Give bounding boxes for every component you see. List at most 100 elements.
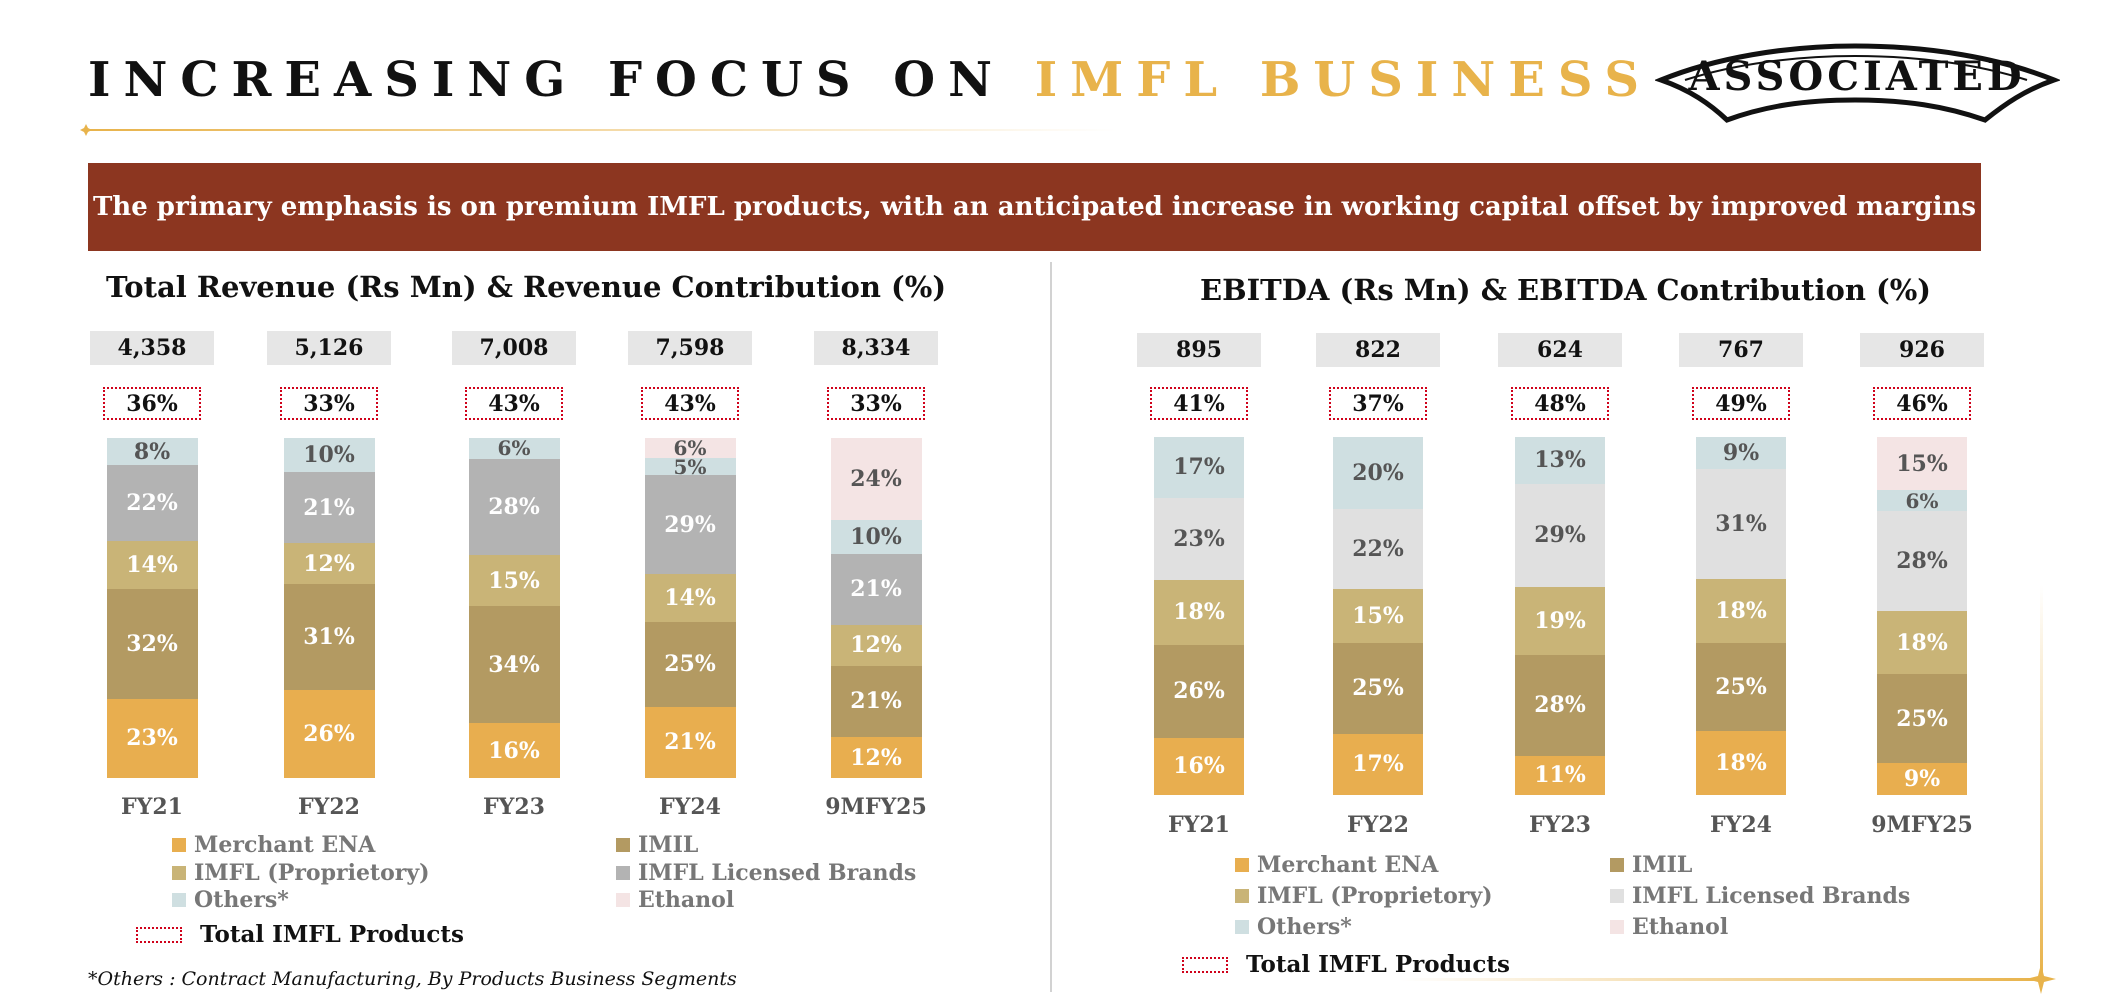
- bar-segment-imfl-licensed: 22%: [106, 465, 198, 542]
- bar-segment-others: 20%: [1333, 437, 1423, 510]
- frame-right-line: [2040, 585, 2043, 978]
- legend-item-imfl-proprietory: IMFL (Proprietory): [1235, 883, 1493, 909]
- total-imfl-pct-label: 43%: [641, 387, 739, 420]
- legend-label: Merchant ENA: [1257, 852, 1439, 878]
- bar-segment-others: 8%: [106, 438, 198, 466]
- x-axis-tick-label: FY21: [121, 794, 183, 820]
- bar-segment-imfl-proprietary: 18%: [1696, 578, 1786, 643]
- total-imfl-pct-label: 37%: [1329, 387, 1427, 420]
- bar-segment-merchant-ena: 26%: [283, 689, 375, 778]
- bar-segment-imfl-licensed-ebitda: 29%: [1515, 483, 1605, 588]
- total-imfl-pct-label: 43%: [465, 387, 563, 420]
- legend-item-imil: IMIL: [1610, 852, 1692, 878]
- bar-segment-others: 17%: [1154, 437, 1244, 498]
- bar-segment-others: 10%: [830, 519, 922, 554]
- bar-segment-others: 13%: [1515, 437, 1605, 484]
- legend-label: Ethanol: [1632, 914, 1729, 940]
- bar-segment-imfl-licensed: 28%: [468, 458, 560, 555]
- bar-segment-merchant-ena: 12%: [830, 737, 922, 778]
- x-axis-tick-label: 9MFY25: [1871, 812, 1973, 838]
- bar-segment-imfl-licensed-ebitda: 23%: [1154, 497, 1244, 581]
- logo-text: ASSOCIATED: [1687, 53, 2025, 100]
- bar-segment-others: 5%: [644, 455, 736, 479]
- legend-label: IMIL: [1632, 852, 1693, 878]
- bar-segment-imil: 25%: [1877, 674, 1967, 764]
- total-value-label: 767: [1679, 333, 1803, 367]
- bar-segment-others: 10%: [283, 438, 375, 472]
- legend-dotted-box: [1182, 956, 1228, 973]
- legend-swatch: [1610, 920, 1624, 934]
- revenue-chart-title: Total Revenue (Rs Mn) & Revenue Contribu…: [106, 270, 947, 304]
- legend-label: Merchant ENA: [194, 832, 376, 858]
- bar-segment-imfl-licensed-ebitda: 28%: [1877, 511, 1967, 611]
- total-value-label: 822: [1316, 333, 1440, 367]
- legend-label: IMFL (Proprietory): [194, 860, 430, 886]
- ebitda-chart-title: EBITDA (Rs Mn) & EBITDA Contribution (%): [1200, 273, 1932, 307]
- total-value-label: 5,126: [267, 331, 391, 365]
- bar-segment-imil: 34%: [468, 606, 560, 724]
- legend-item-merchant-ena: Merchant ENA: [172, 832, 375, 858]
- legend-item-total-imfl: Total IMFL Products: [1182, 951, 1510, 978]
- legend-label: Ethanol: [638, 887, 735, 913]
- key-message-banner: The primary emphasis is on premium IMFL …: [88, 163, 1981, 251]
- bar-segment-merchant-ena: 21%: [644, 706, 736, 778]
- bar-segment-imfl-licensed-ebitda: 22%: [1333, 509, 1423, 589]
- bar-segment-others: 6%: [1877, 489, 1967, 513]
- legend-label: Total IMFL Products: [200, 921, 464, 948]
- total-value-label: 926: [1860, 333, 1984, 367]
- bar-segment-imfl-proprietary: 15%: [468, 554, 560, 607]
- legend-dotted-box: [136, 926, 182, 943]
- legend-swatch: [172, 838, 186, 852]
- bar-segment-imil: 25%: [644, 621, 736, 707]
- total-imfl-pct-label: 36%: [103, 387, 201, 420]
- legend-item-imfl-licensed: IMFL Licensed Brands: [616, 860, 916, 886]
- bar-segment-ethanol: 6%: [644, 436, 736, 460]
- legend-label: Total IMFL Products: [1246, 951, 1510, 978]
- total-value-label: 895: [1137, 333, 1261, 367]
- legend-label: IMFL Licensed Brands: [1632, 883, 1911, 909]
- star-icon: [2026, 964, 2056, 994]
- total-value-label: 4,358: [90, 331, 214, 365]
- legend-swatch: [1235, 889, 1249, 903]
- legend-item-ethanol: Ethanol: [1610, 914, 1728, 940]
- total-imfl-pct-label: 33%: [280, 387, 378, 420]
- bar-segment-imfl-proprietary: 14%: [106, 541, 198, 590]
- legend-label: IMFL Licensed Brands: [638, 860, 917, 886]
- legend-swatch: [1235, 858, 1249, 872]
- bar-segment-imil: 28%: [1515, 655, 1605, 756]
- bar-segment-merchant-ena: 23%: [106, 699, 198, 778]
- legend-item-imfl-proprietory: IMFL (Proprietory): [172, 860, 430, 886]
- legend-item-others: Others*: [1235, 914, 1352, 940]
- legend-swatch: [616, 838, 630, 852]
- legend-item-imfl-licensed: IMFL Licensed Brands: [1610, 883, 1910, 909]
- legend-swatch: [1235, 920, 1249, 934]
- legend-item-others: Others*: [172, 887, 289, 913]
- bar-segment-imil: 25%: [1333, 643, 1423, 734]
- bar-segment-merchant-ena: 17%: [1333, 733, 1423, 795]
- bar-segment-imfl-licensed: 29%: [644, 475, 736, 574]
- legend-swatch: [172, 893, 186, 907]
- legend-label: IMIL: [638, 832, 699, 858]
- total-value-label: 8,334: [814, 331, 938, 365]
- legend-swatch: [1610, 858, 1624, 872]
- panel-divider: [1050, 262, 1052, 992]
- bar-segment-imfl-proprietary: 12%: [283, 543, 375, 585]
- x-axis-tick-label: FY23: [1529, 812, 1591, 838]
- x-axis-tick-label: FY24: [1710, 812, 1772, 838]
- banner-text: The primary emphasis is on premium IMFL …: [92, 192, 1977, 222]
- bar-segment-imil: 31%: [283, 584, 375, 690]
- x-axis-tick-label: FY24: [659, 794, 721, 820]
- total-value-label: 7,008: [452, 331, 576, 365]
- bar-segment-imfl-proprietary: 14%: [644, 574, 736, 622]
- page-title-part1: INCREASING FOCUS ON: [88, 52, 1005, 108]
- footnote: *Others : Contract Manufacturing, By Pro…: [88, 968, 737, 990]
- title-underline: [80, 124, 1118, 136]
- bar-segment-imfl-proprietary: 18%: [1877, 610, 1967, 675]
- total-value-label: 7,598: [628, 331, 752, 365]
- legend-swatch: [172, 866, 186, 880]
- bar-segment-imil: 25%: [1696, 642, 1786, 732]
- x-axis-tick-label: 9MFY25: [825, 794, 927, 820]
- bar-segment-imfl-proprietary: 19%: [1515, 587, 1605, 656]
- bar-segment-imil: 32%: [106, 589, 198, 699]
- bar-segment-merchant-ena: 16%: [468, 723, 560, 778]
